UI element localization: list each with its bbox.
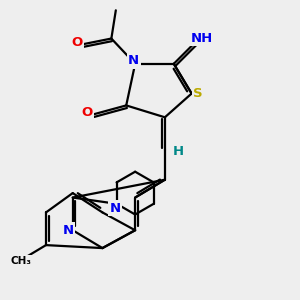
Text: O: O — [81, 106, 93, 119]
Text: CH₃: CH₃ — [10, 256, 31, 266]
Text: S: S — [193, 87, 203, 100]
Text: NH: NH — [191, 32, 213, 45]
Text: N: N — [110, 202, 121, 215]
Text: N: N — [128, 54, 139, 67]
Text: H: H — [173, 145, 184, 158]
Text: O: O — [72, 37, 83, 50]
Text: N: N — [63, 224, 74, 237]
